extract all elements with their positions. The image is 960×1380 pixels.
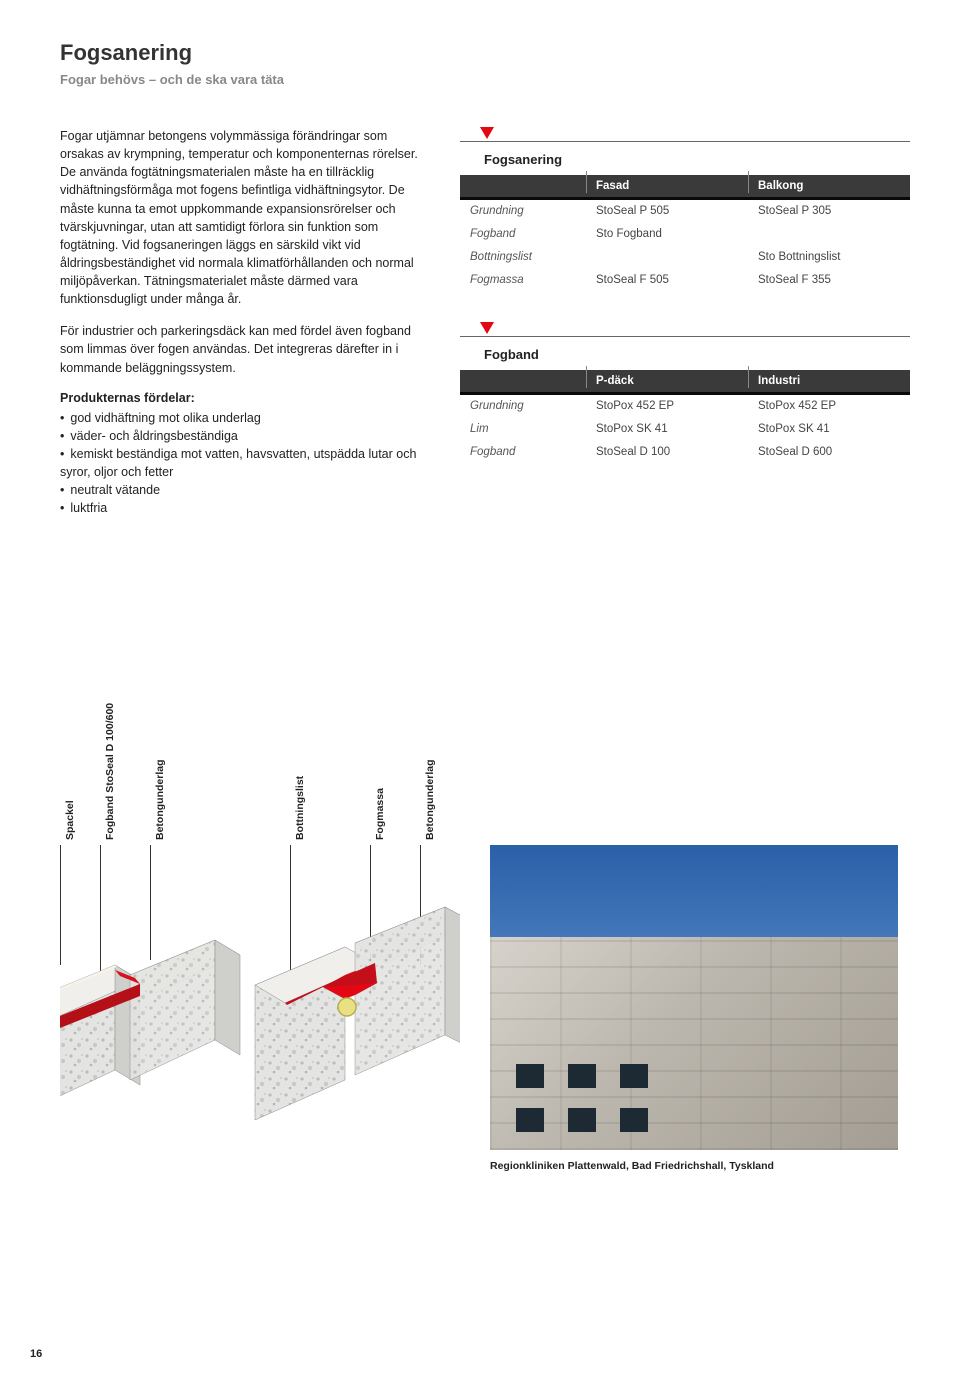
bottom-area: Spackel Fogband StoSeal D 100/600 Betong… [60, 740, 910, 1180]
diagram-wrap: Spackel Fogband StoSeal D 100/600 Betong… [60, 740, 460, 1180]
table1-row-label: Fogband [460, 223, 586, 246]
table1-header-1: Fasad [596, 180, 629, 192]
page-title: Fogsanering [60, 40, 910, 66]
body-paragraph-2: För industrier och parkeringsdäck kan me… [60, 322, 420, 376]
table2-cell: StoPox 452 EP [586, 394, 748, 418]
table2-cell: StoSeal D 100 [586, 441, 748, 464]
photo-block: Regionkliniken Plattenwald, Bad Friedric… [490, 740, 898, 1172]
triangle-icon [480, 127, 494, 139]
table2-row-label: Lim [460, 418, 586, 441]
table1-row-label: Bottningslist [460, 246, 586, 269]
table2-cell: StoPox SK 41 [586, 418, 748, 441]
table1-cell: StoSeal P 505 [586, 199, 748, 223]
table1-cell: Sto Fogband [586, 223, 748, 246]
table1-row-label: Grundning [460, 199, 586, 223]
advantage-item: luktfria [60, 499, 420, 517]
table2-row-label: Grundning [460, 394, 586, 418]
table2-cell: StoPox SK 41 [748, 418, 910, 441]
table-fogband: P-däck Industri GrundningStoPox 452 EPSt… [460, 370, 910, 464]
left-column: Fogar utjämnar betongens volymmässiga fö… [60, 127, 420, 517]
advantages-title: Produkternas fördelar: [60, 391, 420, 405]
advantages-list: god vidhäftning mot olika underlag väder… [60, 409, 420, 518]
table2-row-label: Fogband [460, 441, 586, 464]
table1-header-2: Balkong [758, 180, 803, 192]
table1-cell: Sto Bottningslist [748, 246, 910, 269]
table2-cell: StoSeal D 600 [748, 441, 910, 464]
triangle-icon [480, 322, 494, 334]
advantage-item: god vidhäftning mot olika underlag [60, 409, 420, 427]
advantage-item: neutralt vätande [60, 481, 420, 499]
table2-header-2: Industri [758, 375, 800, 387]
advantage-item: väder- och åldringsbeständiga [60, 427, 420, 445]
table1-cell: StoSeal P 305 [748, 199, 910, 223]
page-subtitle: Fogar behövs – och de ska vara täta [60, 72, 910, 87]
table1-cell: StoSeal F 505 [586, 269, 748, 292]
photo-caption: Regionkliniken Plattenwald, Bad Friedric… [490, 1160, 898, 1172]
body-paragraph-1: Fogar utjämnar betongens volymmässiga fö… [60, 127, 420, 308]
table2-header-1: P-däck [596, 375, 634, 387]
table2-title: Fogband [484, 347, 910, 362]
page-number: 16 [30, 1348, 42, 1360]
building-photo [490, 845, 898, 1150]
right-column: Fogsanering Fasad Balkong GrundningStoSe… [460, 127, 910, 517]
advantage-item: kemiskt beständiga mot vatten, havsvatte… [60, 445, 420, 481]
table1-cell: StoSeal F 355 [748, 269, 910, 292]
table-fogsanering: Fasad Balkong GrundningStoSeal P 505StoS… [460, 175, 910, 292]
table1-cell [586, 246, 748, 269]
table2-cell: StoPox 452 EP [748, 394, 910, 418]
table1-cell [748, 223, 910, 246]
diagram-svg [60, 740, 460, 1180]
main-columns: Fogar utjämnar betongens volymmässiga fö… [60, 127, 910, 517]
table1-title: Fogsanering [484, 152, 910, 167]
table1-row-label: Fogmassa [460, 269, 586, 292]
divider [460, 336, 910, 337]
divider [460, 141, 910, 142]
